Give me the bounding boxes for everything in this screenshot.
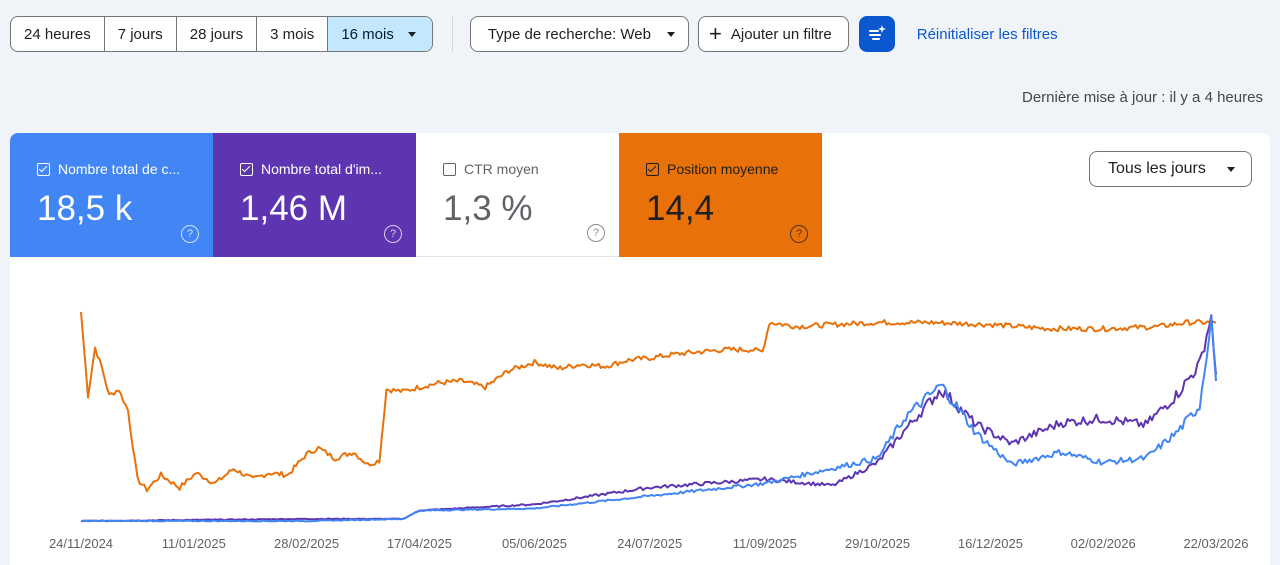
- checkbox-icon: [646, 162, 659, 176]
- filter-sparkle-button[interactable]: [858, 16, 895, 52]
- add-filter-button[interactable]: + Ajouter un filtre: [698, 16, 849, 52]
- toolbar: 24 heures 7 jours 28 jours 3 mois 16 moi…: [10, 16, 1058, 52]
- help-circle-icon[interactable]: ?: [181, 225, 199, 243]
- help-circle-icon[interactable]: ?: [790, 225, 808, 243]
- metric-label: Nombre total de c...: [37, 161, 180, 177]
- granularity-dropdown[interactable]: Tous les jours: [1089, 151, 1252, 187]
- search-type-filter[interactable]: Type de recherche: Web: [469, 16, 689, 52]
- x-tick-label: 29/10/2025: [845, 536, 910, 551]
- x-tick-label: 11/09/2025: [733, 536, 797, 551]
- metric-label: Position moyenne: [646, 161, 778, 177]
- chart-svg: 24/11/2024 11/01/2025 28/02/2025 17/04/2025…: [49, 311, 1249, 551]
- metric-value: 14,4: [646, 189, 715, 228]
- plus-icon: +: [709, 21, 722, 46]
- metric-card-clicks[interactable]: Nombre total de c... 18,5 k ?: [10, 133, 213, 257]
- metric-label-text: CTR moyen: [464, 161, 539, 177]
- x-tick-label: 28/02/2025: [274, 536, 339, 551]
- series-line-0: [80, 311, 1217, 493]
- range-7d[interactable]: 7 jours: [105, 17, 177, 51]
- metric-value: 18,5 k: [37, 189, 133, 228]
- metric-label-text: Nombre total de c...: [58, 161, 181, 177]
- metric-label: Nombre total d'im...: [240, 161, 382, 177]
- add-filter-label: Ajouter un filtre: [730, 25, 832, 43]
- help-circle-icon[interactable]: ?: [587, 224, 605, 242]
- x-tick-label: 11/01/2025: [162, 536, 226, 551]
- metric-value: 1,46 M: [240, 189, 347, 228]
- toolbar-divider: [451, 16, 453, 52]
- series-line-2: [80, 315, 1217, 523]
- performance-panel: Nombre total de c... 18,5 k ? Nombre tot…: [10, 133, 1270, 565]
- checkbox-icon: [37, 162, 50, 176]
- range-24h[interactable]: 24 heures: [11, 17, 105, 51]
- chevron-down-icon: [407, 31, 416, 37]
- x-tick-label: 16/12/2025: [958, 536, 1023, 551]
- range-3m[interactable]: 3 mois: [257, 17, 329, 51]
- search-type-label: Type de recherche: Web: [487, 25, 651, 43]
- metric-card-position[interactable]: Position moyenne 14,4 ?: [619, 133, 822, 257]
- metric-label-text: Position moyenne: [667, 161, 779, 177]
- metric-label: CTR moyen: [443, 161, 539, 177]
- metric-cards: Nombre total de c... 18,5 k ? Nombre tot…: [10, 133, 822, 257]
- date-range-selector: 24 heures 7 jours 28 jours 3 mois 16 moi…: [10, 16, 433, 52]
- x-tick-label: 02/02/2026: [1071, 536, 1136, 551]
- range-16m[interactable]: 16 mois: [328, 17, 432, 51]
- chevron-down-icon: [667, 31, 675, 37]
- checkbox-icon: [443, 162, 456, 176]
- chevron-down-icon: [1227, 166, 1235, 172]
- x-tick-label: 24/11/2024: [49, 536, 113, 551]
- range-16m-label: 16 mois: [341, 25, 394, 43]
- x-tick-label: 05/06/2025: [502, 536, 567, 551]
- x-tick-label: 17/04/2025: [387, 536, 452, 551]
- metric-card-impressions[interactable]: Nombre total d'im... 1,46 M ?: [213, 133, 416, 257]
- metric-card-ctr[interactable]: CTR moyen 1,3 % ?: [416, 133, 619, 257]
- help-circle-icon[interactable]: ?: [384, 225, 402, 243]
- filter-sparkle-icon: [868, 25, 886, 40]
- metric-value: 1,3 %: [443, 189, 533, 228]
- last-updated: Dernière mise à jour : il y a 4 heures: [1022, 89, 1263, 106]
- reset-filters-link[interactable]: Réinitialiser les filtres: [916, 25, 1058, 43]
- x-tick-label: 22/03/2026: [1183, 536, 1248, 551]
- metric-label-text: Nombre total d'im...: [261, 161, 382, 177]
- x-tick-label: 24/07/2025: [617, 536, 682, 551]
- performance-chart: 24/11/2024 11/01/2025 28/02/2025 17/04/2025…: [10, 257, 1270, 565]
- granularity-label: Tous les jours: [1108, 160, 1206, 177]
- series-line-1: [80, 314, 1217, 523]
- checkbox-icon: [240, 162, 253, 176]
- range-28d[interactable]: 28 jours: [177, 17, 258, 51]
